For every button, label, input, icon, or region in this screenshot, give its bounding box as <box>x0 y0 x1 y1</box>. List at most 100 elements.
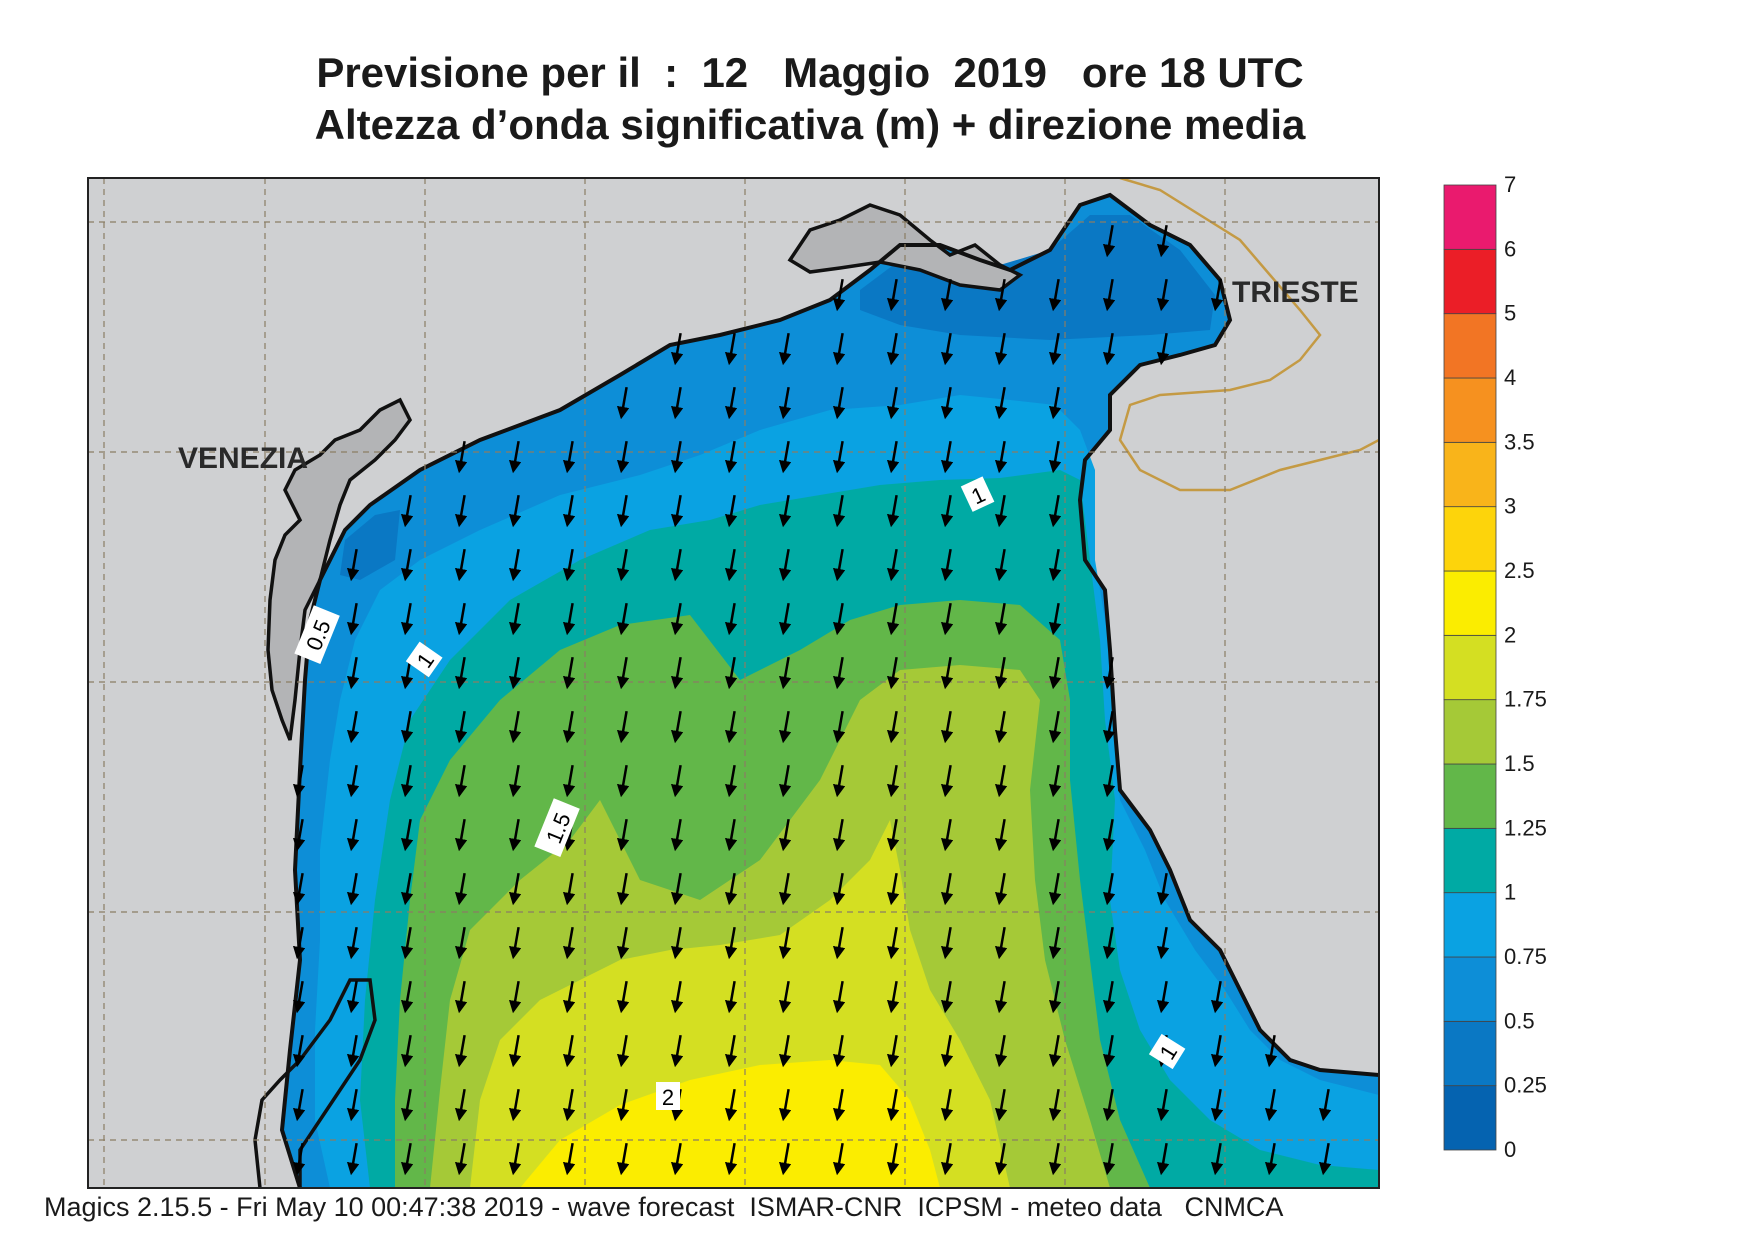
wave-arrow <box>1102 224 1116 258</box>
wave-arrow <box>940 818 954 852</box>
wave-arrow <box>670 926 684 960</box>
wave-arrow <box>670 764 684 798</box>
wave-arrow <box>346 818 360 852</box>
wave-arrow <box>292 1142 306 1176</box>
wave-arrow <box>670 602 684 636</box>
wave-arrow <box>670 980 684 1014</box>
wave-arrow <box>1102 278 1116 312</box>
wave-arrow <box>1102 1142 1116 1176</box>
wave-arrow <box>292 764 306 798</box>
wave-arrow <box>940 764 954 798</box>
wave-arrow <box>292 1088 306 1122</box>
contour-label-1.5: 1.5 <box>534 798 580 857</box>
colorbar-swatch <box>1443 570 1497 636</box>
wave-arrow <box>670 710 684 744</box>
wave-arrow <box>670 332 684 366</box>
wave-arrow <box>616 386 630 420</box>
wave-arrow <box>346 1088 360 1122</box>
wave-arrow <box>832 332 846 366</box>
wave-arrow <box>940 926 954 960</box>
wave-arrow <box>994 332 1008 366</box>
wave-arrow <box>292 926 306 960</box>
colorbar-swatch <box>1443 1020 1497 1087</box>
coastline <box>279 192 1379 1188</box>
wave-arrow <box>940 602 954 636</box>
map-area: 0.5 1 1 1.5 1 2 VENEZIA TRIESTE <box>88 178 1379 1188</box>
wave-arrow <box>1048 1142 1062 1176</box>
wave-arrow <box>1156 980 1170 1014</box>
wave-arrow <box>508 494 522 528</box>
colorbar-swatch <box>1443 699 1497 765</box>
wave-arrow <box>508 872 522 906</box>
colorbar-swatch <box>1443 506 1497 572</box>
wave-arrow <box>1156 872 1170 906</box>
colorbar-swatch <box>1443 827 1497 894</box>
wave-arrow <box>1048 278 1062 312</box>
colorbar-tick-label: 7 <box>1504 172 1516 197</box>
wave-arrow <box>454 1034 468 1068</box>
wave-arrow <box>400 872 414 906</box>
wave-arrow <box>724 1034 738 1068</box>
wave-arrow <box>940 278 954 312</box>
wave-arrow <box>1102 656 1116 690</box>
wave-arrow <box>454 1142 468 1176</box>
colorbar-tick-label: 0.5 <box>1504 1008 1535 1033</box>
wave-arrow <box>400 548 414 582</box>
wave-arrow <box>616 602 630 636</box>
wave-arrow <box>994 440 1008 474</box>
wave-arrow <box>670 440 684 474</box>
wave-arrow <box>454 710 468 744</box>
wave-arrow <box>508 1088 522 1122</box>
wave-arrow <box>616 926 630 960</box>
colorbar-swatch <box>1443 892 1497 958</box>
wave-arrow <box>940 710 954 744</box>
wave-arrow <box>940 494 954 528</box>
wave-arrow <box>940 548 954 582</box>
wave-arrow <box>1102 980 1116 1014</box>
wave-arrow <box>724 980 738 1014</box>
wave-arrow <box>1318 1142 1332 1176</box>
wave-arrow <box>616 1142 630 1176</box>
wave-arrow <box>616 872 630 906</box>
wave-arrow <box>562 494 576 528</box>
wave-arrow <box>454 980 468 1014</box>
wave-arrow <box>616 1034 630 1068</box>
wave-arrow <box>1048 764 1062 798</box>
wave-arrow <box>562 602 576 636</box>
colorbar-tick-label: 5 <box>1504 301 1516 326</box>
wave-arrow <box>454 602 468 636</box>
wave-arrow <box>778 602 792 636</box>
wave-arrow <box>994 710 1008 744</box>
grid-lines <box>88 178 1379 1188</box>
map-frame <box>87 177 1380 1189</box>
wave-arrow <box>724 548 738 582</box>
wave-arrow <box>886 764 900 798</box>
wave-arrow <box>886 1034 900 1068</box>
wave-arrow <box>454 494 468 528</box>
wave-arrow <box>778 440 792 474</box>
wave-arrow <box>778 1142 792 1176</box>
wave-arrow <box>454 1088 468 1122</box>
wave-arrow <box>994 1088 1008 1122</box>
wave-arrow <box>1048 332 1062 366</box>
wave-arrow <box>778 926 792 960</box>
wave-arrow <box>886 278 900 312</box>
wave-arrow <box>1210 278 1224 312</box>
wave-arrow <box>616 494 630 528</box>
wave-arrow <box>940 1142 954 1176</box>
wave-arrow <box>940 332 954 366</box>
wave-arrow <box>1048 980 1062 1014</box>
wave-arrow <box>994 764 1008 798</box>
wave-arrow <box>886 926 900 960</box>
wave-arrow <box>508 980 522 1014</box>
wave-arrow <box>454 440 468 474</box>
wave-arrow <box>724 764 738 798</box>
wave-arrow <box>616 656 630 690</box>
wave-arrow <box>886 386 900 420</box>
wave-arrow <box>832 1142 846 1176</box>
wave-arrow <box>1156 926 1170 960</box>
contour-label-1: 1 <box>960 476 995 512</box>
wave-arrow <box>886 980 900 1014</box>
wave-arrow <box>1156 1142 1170 1176</box>
wave-arrow <box>562 710 576 744</box>
